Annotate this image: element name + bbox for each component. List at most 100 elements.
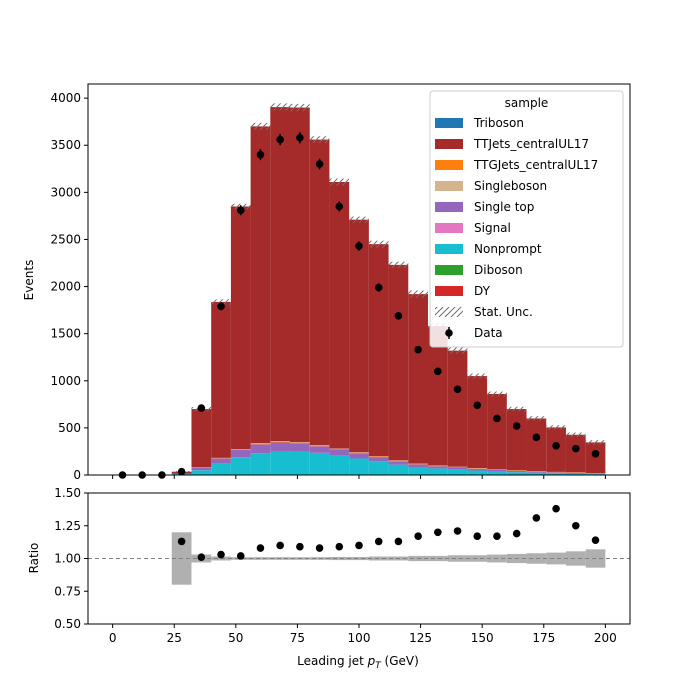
legend-entry: Data [445, 326, 503, 340]
stacked-histogram [171, 107, 606, 475]
ratio-point [552, 504, 560, 513]
uncertainty-hatch [487, 391, 507, 397]
x-axis-label-main: Leading jet [297, 654, 367, 668]
ratio-point [217, 550, 225, 559]
x-axis-label: Leading jet pT (GeV) [297, 654, 419, 671]
uncertainty-hatch [447, 347, 468, 354]
histogram-bar [506, 409, 527, 471]
ratio-band [329, 556, 350, 561]
legend-swatch [435, 307, 463, 317]
data-point [434, 367, 442, 376]
ratio-band [427, 555, 448, 562]
histogram-bar [309, 445, 330, 447]
x-tick-label: 75 [290, 631, 305, 645]
ratio-panel: 0.50 0.75 1.00 1.25 1.50 0 25 50 75 100 125 150 175 2… [54, 486, 631, 645]
histogram-bar [526, 471, 547, 473]
legend-label: TTGJets_centralUL17 [473, 158, 598, 172]
histogram-bar [329, 448, 350, 450]
data-point [236, 206, 245, 215]
histogram-bar [585, 442, 606, 474]
histogram-bar [467, 470, 488, 475]
histogram-bar [349, 458, 369, 475]
data-point [493, 414, 501, 423]
x-tick-label: 175 [532, 631, 555, 645]
x-tick-label: 150 [471, 631, 494, 645]
histogram-bar [290, 107, 310, 443]
histogram-bar [427, 468, 448, 475]
histogram-bar [211, 463, 231, 475]
x-tick-label: 200 [594, 631, 617, 645]
x-tick-label: 100 [348, 631, 371, 645]
legend-swatch [435, 181, 463, 191]
legend-label: Singleboson [474, 179, 547, 193]
histogram-bar [290, 443, 310, 452]
ratio-point [335, 542, 344, 551]
uncertainty-hatch [309, 136, 330, 143]
legend-entry: Singleboson [435, 179, 547, 193]
uncertainty-hatch [546, 425, 566, 430]
histogram-bar [447, 467, 468, 470]
y-tick-label: 2500 [50, 232, 81, 246]
ratio-point [453, 527, 462, 535]
uncertainty-hatch [349, 216, 369, 223]
ratio-y-tick-label: 0.75 [54, 584, 81, 598]
uncertainty-hatch [270, 103, 291, 111]
legend-entry: TTGJets_centralUL17 [435, 158, 598, 172]
histogram-bar [230, 457, 251, 475]
ratio-point [355, 541, 363, 550]
ratio-y-tick-label: 1.25 [54, 519, 81, 533]
legend-entry: DY [435, 284, 491, 298]
data-point [315, 160, 324, 168]
histogram-bar [290, 442, 310, 444]
legend-swatch [435, 202, 463, 212]
histogram-bar [250, 453, 271, 475]
legend-swatch [435, 160, 463, 170]
histogram-bar [230, 450, 251, 458]
histogram-bar [487, 471, 507, 475]
y-ticks: 0 500 1000 1500 2000 2500 3000 3500 4000 [50, 91, 88, 482]
x-tick-label: 50 [228, 631, 243, 645]
histogram-bar [565, 472, 586, 474]
histogram-bar [230, 449, 251, 451]
histogram-bar [585, 473, 606, 475]
histogram-bar [368, 456, 389, 458]
uncertainty-hatch [290, 103, 310, 112]
ratio-point [493, 532, 501, 541]
ratio-point [236, 552, 245, 560]
uncertainty-hatch [565, 432, 586, 437]
ratio-point [197, 553, 206, 561]
legend-entry: Nonprompt [435, 242, 542, 256]
histogram-bar [250, 126, 271, 444]
histogram-bar [388, 460, 409, 462]
series-single-top [171, 442, 606, 475]
histogram-bar [506, 470, 527, 473]
x-axis-label-symbol: p [367, 654, 376, 668]
y-tick-label: 3000 [50, 185, 81, 199]
y-tick-label: 500 [58, 421, 81, 435]
histogram-bar [427, 326, 448, 466]
series-singleboson [191, 441, 606, 474]
ratio-y-tick-label: 1.00 [54, 552, 81, 566]
histogram-bar [230, 206, 251, 450]
legend-label: Stat. Unc. [474, 305, 533, 319]
histogram-bar [368, 457, 389, 462]
histogram-bar [388, 464, 409, 475]
histogram-bar [408, 466, 428, 475]
data-point [197, 404, 206, 412]
histogram-bar [427, 466, 448, 469]
uncertainty-hatch [408, 290, 428, 298]
histogram-bar [447, 469, 468, 475]
y-axis-label: Events [22, 260, 36, 301]
data-point [296, 133, 304, 142]
legend-entry: Stat. Unc. [435, 305, 533, 319]
ratio-point [414, 532, 422, 541]
ratio-point [276, 541, 284, 550]
main-panel: 0 500 1000 1500 2000 2500 3000 3500 4000 [50, 83, 631, 482]
histogram-bar [467, 376, 488, 469]
histogram-bar [329, 449, 350, 456]
legend-title: sample [505, 96, 549, 110]
ratio-points [177, 504, 600, 561]
stat-uncertainty [171, 103, 606, 473]
uncertainty-hatch [526, 416, 547, 421]
ratio-point [434, 528, 442, 537]
